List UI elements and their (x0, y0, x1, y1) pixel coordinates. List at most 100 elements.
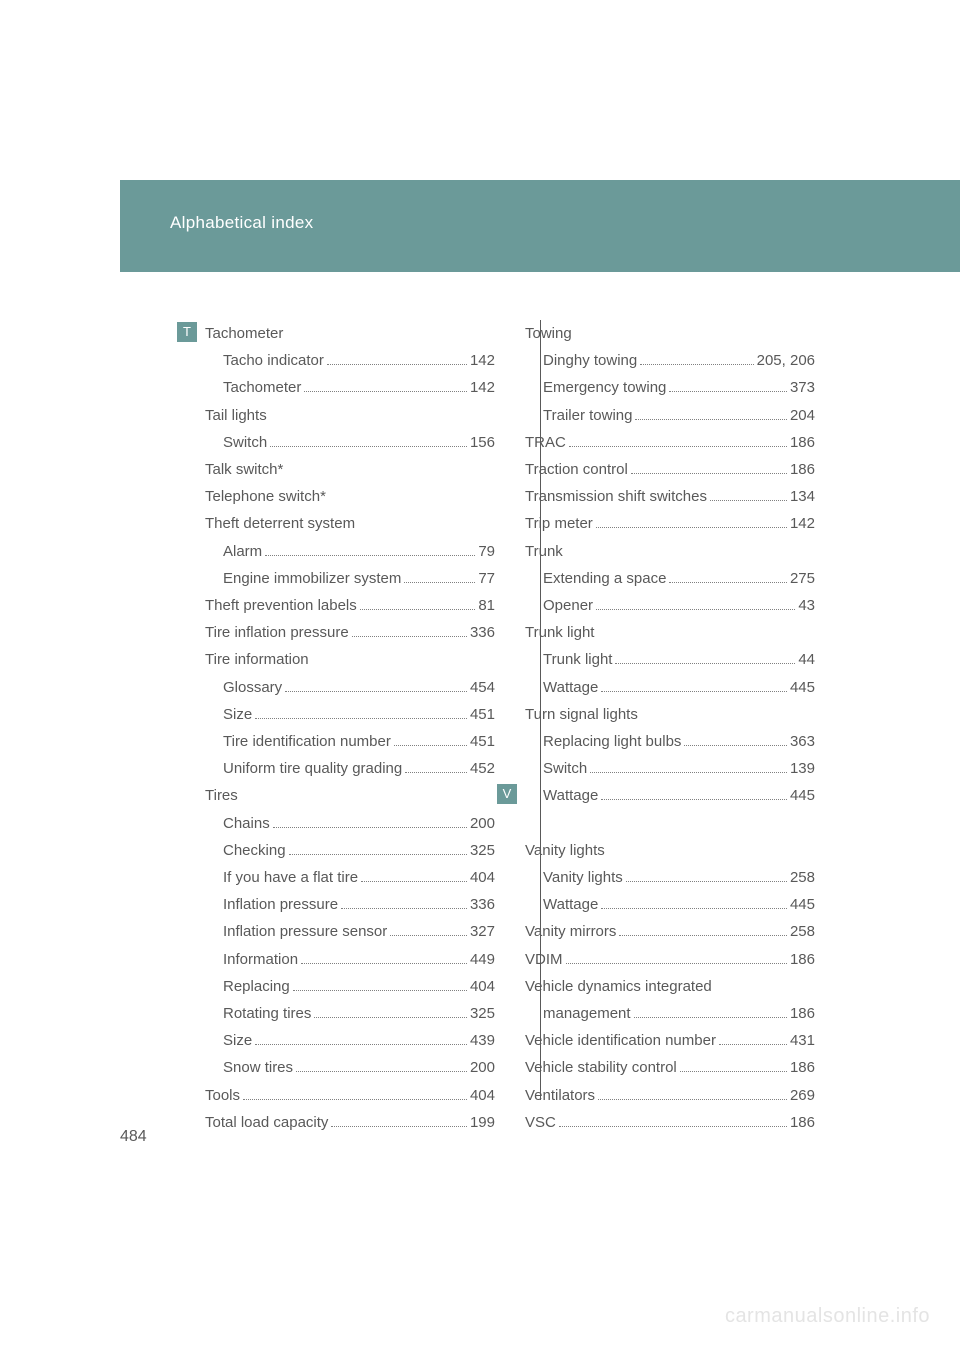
leader-dots (273, 827, 467, 828)
index-entry-page: 186 (790, 1000, 815, 1027)
index-entry: If you have a flat tire404 (205, 864, 495, 891)
index-entry: Trunk (525, 538, 815, 565)
index-entry: Wattage445 (525, 782, 815, 809)
index-entry: TRAC186 (525, 429, 815, 456)
index-entry-page: 258 (790, 864, 815, 891)
index-entry-label: Switch (543, 755, 587, 782)
index-entry-label: Snow tires (223, 1054, 293, 1081)
index-entry: Transmission shift switches134 (525, 483, 815, 510)
index-entry: Tacho indicator 142 (205, 347, 495, 374)
page-number: 484 (120, 1128, 147, 1146)
leader-dots (615, 663, 795, 664)
leader-dots (301, 963, 467, 964)
leader-dots (680, 1071, 787, 1072)
index-entry-page: 325 (470, 837, 495, 864)
index-entry: Rotating tires325 (205, 1000, 495, 1027)
index-entry: Emergency towing373 (525, 374, 815, 401)
index-entry-label: Alarm (223, 538, 262, 565)
index-entry-label: Tools (205, 1082, 240, 1109)
index-entry-page: 363 (790, 728, 815, 755)
index-entry: Tire inflation pressure336 (205, 619, 495, 646)
index-entry-page: 336 (470, 619, 495, 646)
index-column-right: VTowingDinghy towing205, 206Emergency to… (525, 320, 815, 1136)
leader-dots (640, 364, 753, 365)
leader-dots (669, 582, 787, 583)
column-divider (540, 320, 541, 1100)
index-entry: Trunk light44 (525, 646, 815, 673)
index-entry: Total load capacity199 (205, 1109, 495, 1136)
index-entry: Vanity lights (525, 837, 815, 864)
index-entry: Inflation pressure sensor 327 (205, 918, 495, 945)
index-entry: Tire information (205, 646, 495, 673)
index-entry-page: 445 (790, 891, 815, 918)
index-entry-label: Tachometer (205, 320, 283, 347)
index-entry-label: Total load capacity (205, 1109, 328, 1136)
leader-dots (710, 500, 787, 501)
index-entry-page: 200 (470, 810, 495, 837)
page-title: Alphabetical index (170, 213, 313, 233)
leader-dots (634, 1017, 787, 1018)
index-entry-label: Trailer towing (543, 402, 632, 429)
leader-dots (293, 990, 467, 991)
letter-tab-t: T (177, 322, 197, 342)
index-entry: Turn signal lights (525, 701, 815, 728)
index-entry: VSC186 (525, 1109, 815, 1136)
index-entry-label: Vanity lights (543, 864, 623, 891)
index-entry-page: 258 (790, 918, 815, 945)
index-entry-label: Turn signal lights (525, 701, 638, 728)
index-entry-page: 156 (470, 429, 495, 456)
index-entry: Checking325 (205, 837, 495, 864)
index-entry: Vanity lights 258 (525, 864, 815, 891)
index-entry-label: Trunk (525, 538, 563, 565)
watermark: carmanualsonline.info (725, 1305, 930, 1328)
index-entry-page: 336 (470, 891, 495, 918)
index-entry: Trunk light (525, 619, 815, 646)
leader-dots (265, 555, 475, 556)
index-entry-label: Tire information (205, 646, 309, 673)
index-entry-label: Vanity mirrors (525, 918, 616, 945)
leader-dots (635, 419, 786, 420)
index-entry-label: Trunk light (525, 619, 594, 646)
index-entry-page: 205, 206 (757, 347, 815, 374)
index-entry: VDIM186 (525, 946, 815, 973)
index-entry: Theft prevention labels81 (205, 592, 495, 619)
index-entry-label: Tire identification number (223, 728, 391, 755)
index-entry-label: Information (223, 946, 298, 973)
index-entry: Chains200 (205, 810, 495, 837)
index-entry: Dinghy towing205, 206 (525, 347, 815, 374)
leader-dots (390, 935, 467, 936)
index-entry-page: 200 (470, 1054, 495, 1081)
index-entry-label: Inflation pressure sensor (223, 918, 387, 945)
index-entry-label: Tacho indicator (223, 347, 324, 374)
index-entry: Inflation pressure336 (205, 891, 495, 918)
leader-dots (569, 446, 787, 447)
index-entry-label: Talk switch* (205, 456, 283, 483)
index-entry: Opener43 (525, 592, 815, 619)
leader-dots (601, 799, 787, 800)
index-entry: Tires (205, 782, 495, 809)
index-entry-page: 142 (470, 347, 495, 374)
index-entry-label: Theft prevention labels (205, 592, 357, 619)
index-entry: Replacing404 (205, 973, 495, 1000)
leader-dots (243, 1099, 467, 1100)
index-entry-page: 79 (478, 538, 495, 565)
index-entry-label: Tires (205, 782, 238, 809)
index-entry: Trailer towing 204 (525, 402, 815, 429)
index-entry: Tire identification number451 (205, 728, 495, 755)
index-entry-page: 327 (470, 918, 495, 945)
index-entry-label: Wattage (543, 782, 598, 809)
index-entry-page: 204 (790, 402, 815, 429)
index-entry-label: Trip meter (525, 510, 593, 537)
leader-dots (590, 772, 787, 773)
index-entry-page: 142 (790, 510, 815, 537)
index-entry-page: 404 (470, 973, 495, 1000)
leader-dots (285, 691, 467, 692)
index-entry-label: Glossary (223, 674, 282, 701)
index-entry: Vehicle stability control186 (525, 1054, 815, 1081)
leader-dots (331, 1126, 467, 1127)
letter-tab-v: V (497, 784, 517, 804)
index-entry-page: 134 (790, 483, 815, 510)
index-entry-page: 77 (478, 565, 495, 592)
index-entry: Uniform tire quality grading452 (205, 755, 495, 782)
index-entry-page: 43 (798, 592, 815, 619)
